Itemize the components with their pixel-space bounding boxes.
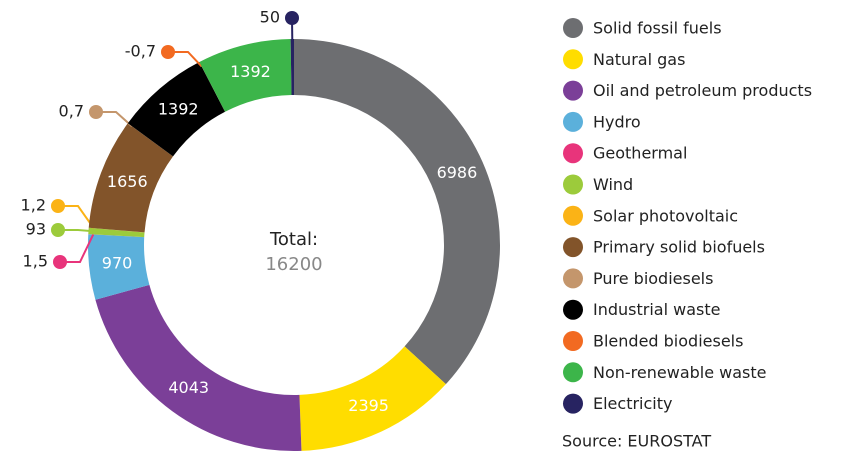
callout-label: 0,7 (59, 102, 84, 121)
slice-label: 4043 (168, 378, 209, 397)
legend-swatch (563, 49, 583, 69)
slice-label: 1392 (230, 62, 271, 81)
legend-swatch (563, 268, 583, 288)
legend-swatch (563, 206, 583, 226)
callout-dot (285, 11, 299, 25)
slice (294, 39, 500, 384)
legend-label: Wind (593, 175, 633, 194)
callout-dot (51, 199, 65, 213)
callout-label: -0,7 (125, 42, 156, 61)
callout-dot (161, 45, 175, 59)
slice-label: 1392 (158, 99, 199, 118)
legend-swatch (563, 300, 583, 320)
callout-dot (51, 223, 65, 237)
callout-dot (89, 105, 103, 119)
legend-swatch (563, 112, 583, 132)
legend-label: Solar photovoltaic (593, 206, 738, 225)
slice-label: 2395 (348, 396, 389, 415)
total-value: 16200 (265, 254, 322, 275)
legend-label: Solid fossil fuels (593, 19, 722, 38)
total-label: Total: (269, 229, 318, 250)
callout-label: 1,5 (23, 252, 48, 271)
legend-label: Primary solid biofuels (593, 238, 765, 257)
legend-swatch (563, 331, 583, 351)
callout-label: 50 (260, 8, 280, 27)
slice-label: 6986 (437, 163, 478, 182)
callout-label: 93 (26, 220, 46, 239)
legend-label: Non-renewable waste (593, 363, 767, 382)
legend-label: Industrial waste (593, 300, 720, 319)
legend-label: Electricity (593, 394, 672, 413)
callout-dot (53, 255, 67, 269)
legend-swatch (563, 143, 583, 163)
slice-label: 970 (102, 254, 133, 273)
legend-swatch (563, 18, 583, 38)
legend-label: Oil and petroleum products (593, 81, 812, 100)
legend-swatch (563, 394, 583, 414)
legend-swatch (563, 81, 583, 101)
legend-label: Natural gas (593, 50, 685, 69)
legend-swatch (563, 237, 583, 257)
legend-swatch (563, 362, 583, 382)
slice-label: 1656 (107, 172, 148, 191)
legend-label: Blended biodiesels (593, 332, 743, 351)
legend-swatch (563, 175, 583, 195)
callout-label: 1,2 (21, 196, 46, 215)
legend-label: Geothermal (593, 144, 687, 163)
legend-label: Hydro (593, 112, 641, 131)
source: Source: EUROSTAT (562, 432, 711, 451)
legend-label: Pure biodiesels (593, 269, 713, 288)
slice (95, 285, 301, 451)
